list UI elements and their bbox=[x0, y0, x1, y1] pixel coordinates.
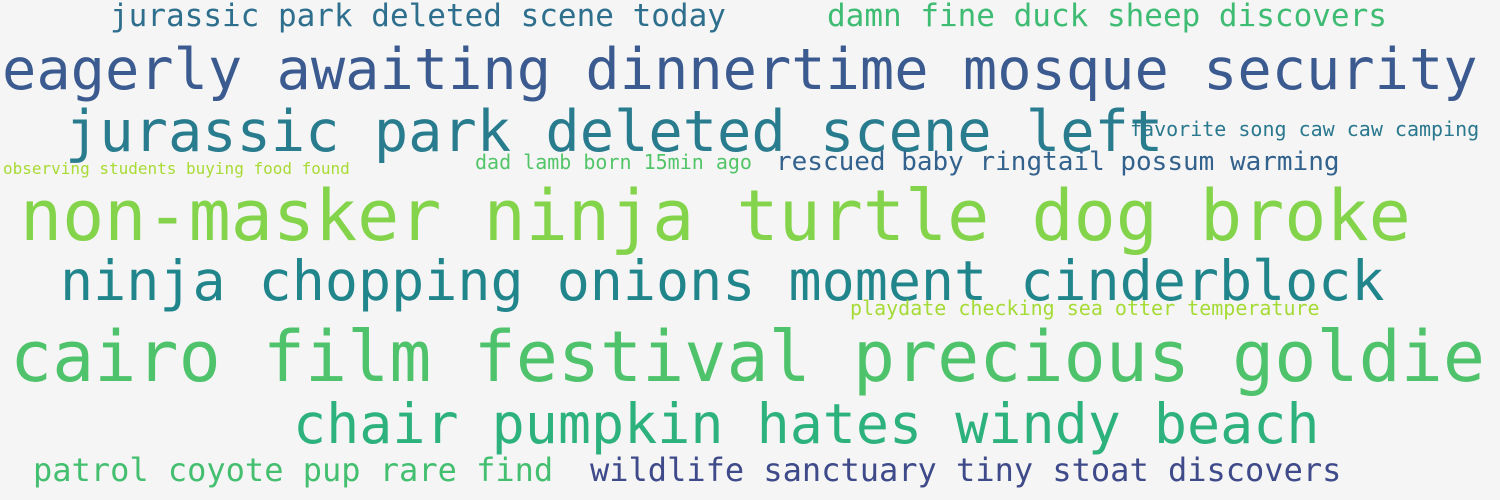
phrase-jurassic-park-today: jurassic park deleted scene today bbox=[110, 0, 726, 34]
phrase-favorite-song: favorite song caw caw camping bbox=[1130, 117, 1480, 141]
phrase-damn-fine-duck: damn fine duck sheep discovers bbox=[827, 0, 1387, 34]
phrase-patrol-coyote: patrol coyote pup rare find bbox=[33, 451, 554, 489]
phrase-playdate-checking: playdate checking sea otter temperature bbox=[850, 296, 1320, 320]
phrase-dad-lamb: dad lamb born 15min ago bbox=[475, 150, 752, 174]
phrase-wildlife-sanctuary: wildlife sanctuary tiny stoat discovers bbox=[590, 451, 1342, 489]
phrase-chair-pumpkin: chair pumpkin hates windy beach bbox=[293, 392, 1320, 456]
phrase-rescued-baby: rescued baby ringtail possum warming bbox=[776, 147, 1340, 177]
phrase-jurassic-park-left: jurassic park deleted scene left bbox=[65, 99, 1164, 165]
phrase-non-masker: non-masker ninja turtle dog broke bbox=[20, 175, 1411, 257]
phrase-cairo-film: cairo film festival precious goldie bbox=[10, 316, 1486, 398]
phrase-observing-students: observing students buying food found bbox=[3, 159, 350, 178]
phrase-ninja-chopping: ninja chopping onions moment cinderblock bbox=[60, 249, 1385, 313]
phrase-eagerly-awaiting: eagerly awaiting dinnertime mosque secur… bbox=[2, 37, 1478, 103]
